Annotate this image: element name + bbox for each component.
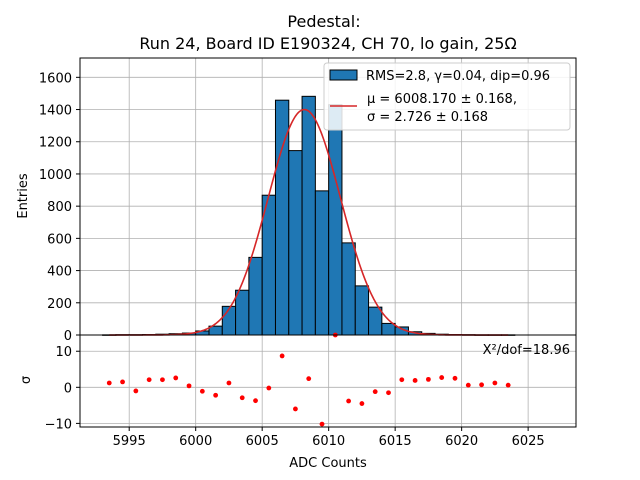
residual-point: [479, 382, 484, 388]
residual-point: [465, 382, 471, 388]
residual-point: [120, 379, 125, 385]
top-y-tick-label: 0: [64, 329, 72, 344]
residual-point: [293, 406, 298, 412]
histogram-bar: [314, 190, 330, 336]
top-y-tick-label: 1400: [39, 104, 72, 119]
residual-point: [452, 375, 458, 381]
bottom-y-tick-label: −10: [45, 417, 72, 432]
residual-point: [359, 401, 365, 406]
residual-point: [186, 383, 192, 389]
top-y-tick-label: 1600: [39, 71, 72, 86]
residual-point: [372, 389, 378, 395]
top-y-tick-label: 800: [47, 200, 72, 215]
residual-point: [146, 377, 152, 383]
top-y-tick-label: 1000: [39, 168, 72, 183]
x-tick-label: 5995: [113, 434, 146, 449]
histogram-bars: [102, 95, 516, 336]
histogram-bar: [354, 285, 370, 336]
histogram-bar: [368, 306, 383, 336]
residual-point: [239, 395, 245, 401]
residual-point: [505, 382, 511, 388]
histogram-bar: [341, 242, 356, 336]
bottom-y-tick-label: 10: [55, 345, 72, 360]
legend-fit-label-line1: μ = 6008.170 ± 0.168,: [367, 92, 517, 107]
top-y-tick-label: 600: [47, 232, 72, 247]
histogram-bar: [248, 256, 263, 336]
legend-box: [323, 62, 571, 131]
bottom-y-tick-label: 0: [64, 381, 72, 396]
residual-point: [306, 376, 312, 382]
residual-point: [106, 380, 112, 386]
x-axis-label: ADC Counts: [289, 456, 367, 471]
residual-point: [346, 398, 352, 404]
residual-point: [213, 392, 219, 398]
bottom-plot-frame: [79, 334, 577, 428]
top-y-tick-label: 200: [47, 297, 72, 312]
residual-point: [226, 380, 232, 386]
x-axis: 5995 6000 6005 6010 6015 6020 6025: [113, 427, 545, 449]
residual-point: [199, 388, 205, 394]
histogram-bar: [221, 305, 237, 336]
top-y-axis-label: Entries: [16, 173, 31, 219]
residual-point: [160, 377, 165, 383]
chi2-annotation: X²/dof=18.96: [483, 343, 570, 358]
residual-point: [412, 378, 418, 383]
histogram-bar: [328, 104, 343, 336]
residual-point: [319, 421, 325, 427]
x-tick-label: 6015: [379, 434, 412, 449]
legend-histogram-swatch: [329, 69, 358, 81]
residual-point: [439, 375, 445, 380]
residual-points: [106, 332, 511, 427]
bottom-gridlines: [80, 335, 576, 427]
residual-point: [399, 377, 405, 383]
histogram-bar: [235, 289, 250, 336]
top-y-axis: 0 200 400 600 800 1000 1200 1400 1600: [39, 71, 80, 344]
residual-point: [253, 398, 258, 404]
histogram-bar: [301, 95, 316, 336]
residual-point: [173, 375, 179, 381]
histogram-bar: [288, 150, 303, 336]
chart-title-line2: Run 24, Board ID E190324, CH 70, lo gain…: [139, 34, 516, 53]
x-tick-label: 6010: [312, 434, 345, 449]
residual-point: [133, 388, 139, 394]
histogram-bar: [381, 322, 396, 336]
residual-point: [425, 376, 431, 382]
bottom-y-axis: −10 0 10: [45, 345, 80, 432]
bottom-y-axis-label: σ: [19, 376, 34, 384]
top-y-tick-label: 400: [47, 265, 72, 280]
x-tick-label: 6005: [246, 434, 279, 449]
x-tick-label: 6020: [445, 434, 478, 449]
residual-point: [266, 385, 272, 391]
x-tick-label: 6000: [179, 434, 212, 449]
residual-point: [279, 353, 285, 359]
top-y-tick-label: 1200: [39, 136, 72, 151]
legend-fit-label-line2: σ = 2.726 ± 0.168: [367, 110, 488, 125]
chart-title-line1: Pedestal:: [287, 12, 360, 31]
legend-histogram-label: RMS=2.8, γ=0.04, dip=0.96: [366, 69, 550, 84]
x-tick-label: 6025: [512, 434, 545, 449]
residual-point: [492, 380, 498, 386]
residual-point: [386, 390, 391, 396]
legend: RMS=2.8, γ=0.04, dip=0.96 μ = 6008.170 ±…: [323, 62, 571, 131]
histogram-bar: [261, 194, 276, 336]
